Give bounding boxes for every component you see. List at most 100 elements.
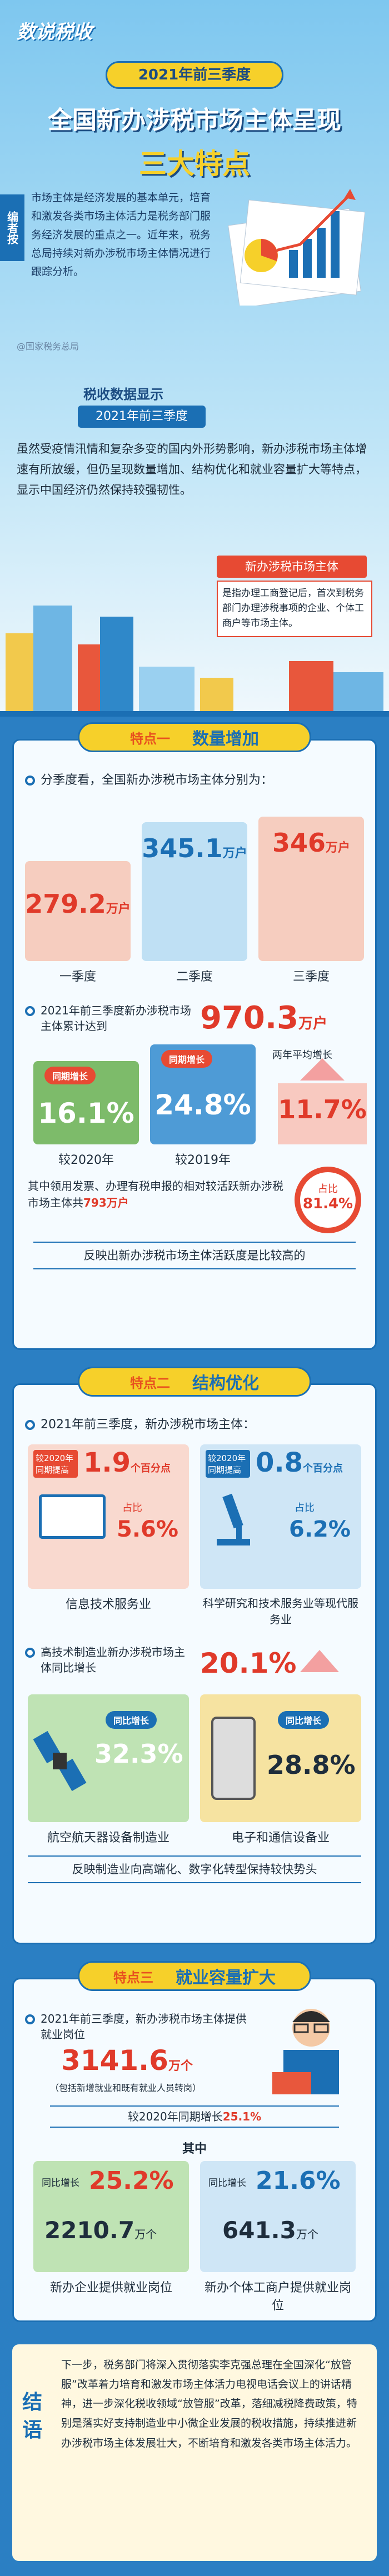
g2020-value: 16.1%: [38, 1097, 134, 1129]
it-share-label: 占比: [122, 1502, 142, 1514]
g2019-name: 较2019年: [175, 1153, 231, 1167]
active-pct-label: 占比: [318, 1183, 338, 1195]
q1-bar: [25, 861, 131, 961]
aero-value: 32.3%: [94, 1739, 183, 1769]
conclusion-panel: [12, 2344, 377, 2561]
ind-card: [200, 2161, 356, 2272]
elec-value: 28.8%: [267, 1750, 356, 1780]
subtitle-banner: 2021年前三季度: [106, 61, 283, 89]
avg-growth-value: 11.7%: [278, 1083, 367, 1144]
report-illustration: [222, 183, 372, 309]
aero-name: 航空航天器设备制造业: [47, 1831, 169, 1845]
avg-growth-arrow: [300, 1058, 345, 1081]
it-laptop-icon: [39, 1494, 106, 1539]
corp-name: 新办企业提供就业岗位: [49, 2281, 172, 2295]
s1-total: 970.3万户: [200, 1000, 327, 1036]
conclusion-title: 结语: [22, 2391, 43, 2442]
sci-cmp: 较2020年同期提高: [206, 1450, 250, 1478]
section-3-tag: 特点三 就业容量扩大: [78, 1961, 311, 1991]
it-unit: 个百分点: [131, 1463, 171, 1474]
section-2-tag: 特点二 结构优化: [78, 1367, 311, 1397]
period-tag: 2021年前三季度: [78, 406, 206, 428]
hitech-arrow: [300, 1650, 339, 1672]
microscope-icon: [211, 1489, 256, 1550]
corp-label: 同比增长: [42, 2178, 79, 2189]
s1-total-unit: 万户: [298, 1016, 328, 1032]
ind-name: 新办个体工商户提供就业岗位: [204, 2281, 351, 2313]
s2-conclusion: 反映制造业向高端化、数字化转型保持较快势头: [28, 1855, 361, 1883]
s1-total-value: 970.3: [200, 1000, 299, 1036]
elec-name: 电子和通信设备业: [231, 1831, 330, 1845]
q1-label: 一季度: [59, 970, 96, 984]
ind-label: 同比增长: [208, 2178, 246, 2189]
s3-growth-bar: 较2020年同期增长25.1%: [50, 2105, 339, 2128]
source-credit: @国家税务总局: [17, 341, 79, 352]
cityscape-illustration: [0, 583, 389, 717]
q3-value: 346: [272, 828, 326, 858]
definition-title: 新办涉税市场主体: [217, 556, 367, 578]
q2-bar: [142, 822, 247, 961]
ind-growth: 21.6%: [256, 2167, 341, 2195]
ind-value: 641.3: [222, 2217, 296, 2244]
phone-icon: [211, 1717, 256, 1800]
s3-emp-label: 2021年前三季度，新办涉税市场主体提供就业岗位: [25, 2011, 247, 2042]
emp-value: 3141.6: [61, 2044, 168, 2077]
it-share: 5.6%: [117, 1517, 178, 1542]
s1-conclusion: 反映出新办涉税市场主体活跃度是比较高的: [33, 1242, 356, 1269]
q1-unit: 万户: [106, 902, 131, 916]
q2-label: 二季度: [176, 970, 213, 984]
main-title-2: 三大特点: [139, 148, 250, 180]
emp-note: （包括新增就业和既有就业人员转岗）: [50, 2083, 202, 2093]
corp-card: [33, 2161, 189, 2272]
definition-text: 是指办理工商登记后，首次到税务部门办理涉税事项的企业、个体工商户等市场主体。: [217, 581, 372, 637]
q1-value: 279.2: [25, 889, 106, 919]
corp-unit: 万个: [134, 2228, 157, 2241]
emp-unit: 万个: [168, 2059, 193, 2073]
data-show-title: 税收数据显示: [83, 387, 163, 402]
g2019-value: 24.8%: [154, 1089, 251, 1121]
q3-unit: 万户: [326, 841, 351, 855]
elec-label: 同比增长: [278, 1711, 330, 1729]
sub-label: 其中: [182, 2142, 207, 2156]
s1-bullet: 分季度看，全国新办涉税市场主体分别为：: [25, 772, 370, 789]
ind-unit: 万个: [296, 2228, 318, 2241]
aero-label: 同比增长: [106, 1711, 157, 1729]
active-pct-ring: 占比 81.4%: [295, 1167, 361, 1233]
q2-unit: 万户: [222, 847, 247, 861]
conclusion-text: 下一步，税务部门将深入贯彻落实李克强总理在全国深化“放管服”改革着力培育和激发市…: [61, 2359, 357, 2449]
active-text: 其中领用发票、办理有税申报的相对较活跃新办涉税市场主体共793万户: [28, 1179, 283, 1209]
corp-growth: 25.2%: [89, 2167, 174, 2195]
q3-label: 三季度: [292, 970, 330, 984]
corp-value: 2210.7: [44, 2217, 135, 2244]
g2020-label: 同期增长: [44, 1067, 96, 1084]
sci-share-label: 占比: [295, 1502, 315, 1514]
it-val: 1.9: [83, 1447, 131, 1478]
s2-bullet: 2021年前三季度，新办涉税市场主体：: [25, 1417, 370, 1434]
s3-emp: 3141.6万个: [61, 2044, 193, 2077]
sci-share: 6.2%: [289, 1517, 351, 1542]
editor-note-tag: 编者按: [0, 194, 24, 261]
sci-name: 科学研究和技术服务业等现代服务业: [203, 1597, 358, 1626]
section-1-tag: 特点一 数量增加: [78, 722, 311, 752]
worker-illustration: [267, 2000, 356, 2094]
sci-unit: 个百分点: [303, 1463, 343, 1474]
avg-growth-label: 两年平均增长: [272, 1049, 332, 1061]
g2020-name: 较2020年: [58, 1153, 114, 1167]
hitech-label: 高技术制造业新办涉税市场主体同比增长: [25, 1644, 192, 1675]
data-show-text: 虽然受疫情汛情和复杂多变的国内外形势影响，新办涉税市场主体增速有所放缓，但仍呈现…: [17, 442, 367, 497]
editor-note-text: 市场主体是经济发展的基本单元，培育和激发各类市场主体活力是税务部门服务经济发展的…: [31, 192, 211, 278]
active-value: 793万户: [83, 1196, 129, 1209]
sci-val: 0.8: [256, 1447, 303, 1478]
brand-logo: 数说税收: [17, 21, 92, 43]
it-name: 信息技术服务业: [65, 1598, 151, 1612]
it-cmp: 较2020年同期提高: [33, 1450, 78, 1478]
q2-value: 345.1: [142, 833, 223, 863]
s1-total-label: 2021年前三季度新办涉税市场主体累计达到: [25, 1003, 192, 1034]
s3-growth: 25.1%: [222, 2110, 262, 2123]
g2019-label: 同期增长: [161, 1050, 213, 1068]
q-chart: 279.2万户 345.1万户 346万户 一季度 二季度 三季度: [25, 800, 364, 989]
q3-bar: [258, 817, 364, 961]
satellite-icon: [33, 1722, 89, 1800]
hitech-value: 20.1%: [200, 1647, 297, 1679]
active-pct-value: 81.4%: [302, 1196, 353, 1212]
